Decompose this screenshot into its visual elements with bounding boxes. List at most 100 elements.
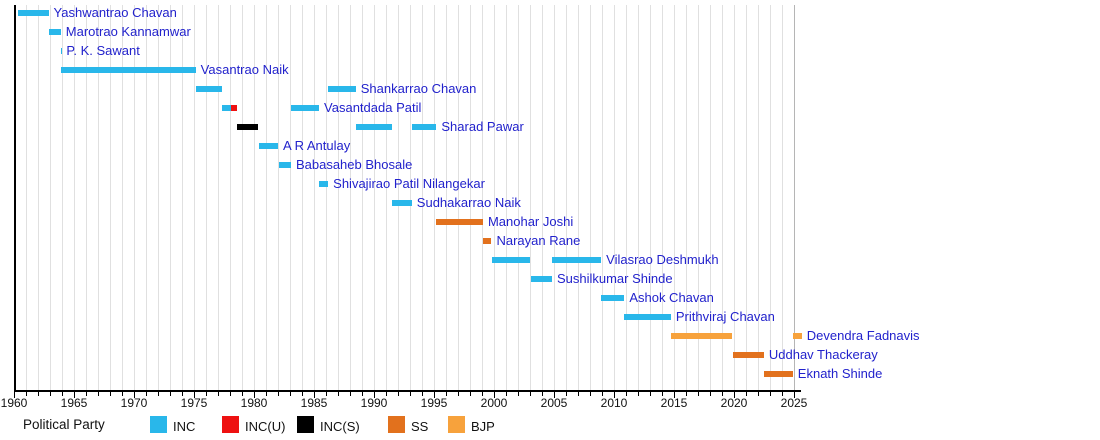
gridline <box>326 5 327 390</box>
term-bar <box>391 200 412 206</box>
gridline <box>770 5 771 390</box>
term-bar <box>482 238 492 244</box>
cm-name-link[interactable]: Sharad Pawar <box>441 119 524 134</box>
axis-tick-label: 1965 <box>60 396 88 410</box>
gridline <box>422 5 423 390</box>
gridline <box>710 5 711 390</box>
legend-label: BJP <box>471 419 495 434</box>
axis-tick <box>662 391 663 396</box>
axis-tick <box>86 391 87 396</box>
term-bar <box>624 314 671 320</box>
cm-name-link[interactable]: Uddhav Thackeray <box>768 347 878 362</box>
cm-name-link[interactable]: Eknath Shinde <box>797 366 883 381</box>
axis-tick <box>146 391 147 396</box>
axis-tick <box>770 391 771 396</box>
gridline <box>734 5 735 390</box>
gridline <box>698 5 699 390</box>
gridline <box>566 5 567 390</box>
axis-tick-label: 1980 <box>240 396 268 410</box>
term-bar <box>61 67 196 73</box>
cm-name-link[interactable]: Marotrao Kannamwar <box>65 24 191 39</box>
cm-name-link[interactable]: P. K. Sawant <box>66 43 140 58</box>
gridline <box>134 5 135 390</box>
cm-name-link[interactable]: Ashok Chavan <box>629 290 714 305</box>
cm-name-link[interactable]: Sushilkumar Shinde <box>556 271 673 286</box>
axis-tick <box>206 391 207 396</box>
axis-tick-label: 2015 <box>660 396 688 410</box>
gridline <box>86 5 87 390</box>
gridline <box>458 5 459 390</box>
axis-tick <box>386 391 387 396</box>
cm-name-link[interactable]: Vilasrao Deshmukh <box>606 252 719 267</box>
cm-name-link[interactable]: A R Antulay <box>283 138 351 153</box>
axis-tick-label: 2025 <box>780 396 808 410</box>
axis-tick <box>530 391 531 396</box>
gridline <box>146 5 147 390</box>
axis-tick <box>674 391 675 398</box>
gridline <box>758 5 759 390</box>
gridline <box>446 5 447 390</box>
cm-name-link[interactable]: Prithviraj Chavan <box>675 309 775 324</box>
cm-name-link[interactable]: Sudhakarrao Naik <box>416 195 521 210</box>
axis-tick-label: 1995 <box>420 396 448 410</box>
axis-tick <box>686 391 687 396</box>
gridline <box>74 5 75 390</box>
gridline <box>362 5 363 390</box>
cm-name-link[interactable]: Manohar Joshi <box>487 214 574 229</box>
gridline <box>302 5 303 390</box>
axis-tick <box>14 391 15 398</box>
gridline <box>506 5 507 390</box>
axis-tick <box>50 391 51 396</box>
axis-tick <box>554 391 555 398</box>
axis-tick <box>518 391 519 396</box>
gridline <box>158 5 159 390</box>
gridline <box>638 5 639 390</box>
term-bar <box>436 219 483 225</box>
axis-tick-label: 1970 <box>120 396 148 410</box>
term-bar <box>291 105 320 111</box>
axis-tick <box>758 391 759 396</box>
gridline <box>170 5 171 390</box>
axis-tick-label: 1990 <box>360 396 388 410</box>
gridline <box>590 5 591 390</box>
cm-name-link[interactable]: Yashwantrao Chavan <box>53 5 177 20</box>
axis-tick <box>470 391 471 396</box>
cm-name-link[interactable]: Shivajirao Patil Nilangekar <box>333 176 485 191</box>
axis-tick <box>722 391 723 396</box>
gridline <box>746 5 747 390</box>
term-bar <box>60 48 63 54</box>
gridline <box>542 5 543 390</box>
gridline <box>254 5 255 390</box>
gridline <box>626 5 627 390</box>
gridline <box>434 5 435 390</box>
legend-label: INC(U) <box>245 419 286 434</box>
gridline <box>398 5 399 390</box>
gridline <box>554 5 555 390</box>
term-bar <box>319 181 329 187</box>
gridline <box>722 5 723 390</box>
axis-tick <box>578 391 579 396</box>
cm-name-link[interactable]: Narayan Rane <box>496 233 581 248</box>
gridline <box>662 5 663 390</box>
axis-tick-label: 2005 <box>540 396 568 410</box>
axis-tick <box>338 391 339 396</box>
cm-name-link[interactable]: Devendra Fadnavis <box>806 328 920 343</box>
gridline <box>314 5 315 390</box>
cm-name-link[interactable]: Vasantrao Naik <box>200 62 289 77</box>
axis-tick <box>626 391 627 396</box>
axis-tick <box>134 391 135 398</box>
gridline <box>266 5 267 390</box>
gridline <box>374 5 375 390</box>
axis-tick <box>602 391 603 396</box>
axis-tick <box>410 391 411 396</box>
cm-name-link[interactable]: Vasantdada Patil <box>324 100 422 115</box>
cm-name-link[interactable]: Shankarrao Chavan <box>360 81 477 96</box>
gridline <box>578 5 579 390</box>
cm-name-link[interactable]: Babasaheb Bhosale <box>295 157 413 172</box>
term-bar <box>764 371 793 377</box>
axis-tick <box>566 391 567 396</box>
axis-tick <box>746 391 747 396</box>
axis-tick <box>734 391 735 398</box>
axis-tick <box>290 391 291 396</box>
term-bar <box>491 257 531 263</box>
